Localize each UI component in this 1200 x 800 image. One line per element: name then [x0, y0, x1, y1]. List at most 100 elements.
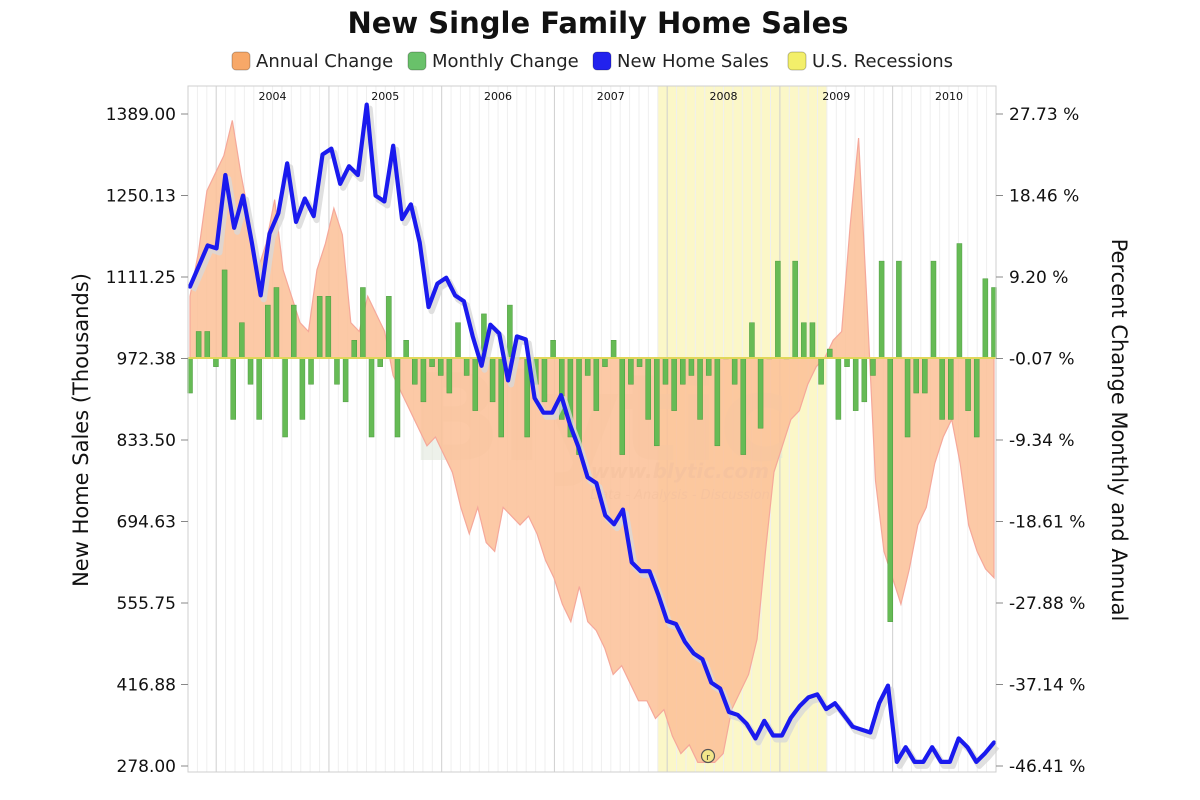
left-tick-label: 1389.00: [106, 105, 176, 125]
monthly-change-bar: [939, 357, 945, 420]
monthly-change-bar: [922, 357, 928, 394]
monthly-change-bar: [654, 357, 660, 447]
year-label: 2007: [597, 90, 625, 103]
monthly-change-bar: [714, 357, 721, 447]
monthly-change-bar: [498, 357, 504, 438]
monthly-change-bar: [446, 357, 453, 394]
legend-swatch: [787, 51, 807, 71]
left-tick-label: 278.00: [117, 757, 176, 777]
right-tick-label: 18.46 %: [1009, 187, 1079, 207]
monthly-change-bar: [636, 357, 643, 367]
left-tick-label: 1250.13: [106, 187, 176, 207]
monthly-change-bar: [584, 357, 591, 376]
monthly-change-bar: [472, 357, 479, 411]
left-tick-label: 694.63: [117, 513, 176, 533]
monthly-change-bar: [195, 331, 202, 359]
right-tick-label: -18.61 %: [1009, 513, 1085, 533]
left-tick-label: 833.50: [117, 431, 176, 451]
legend: Annual Change Monthly Change New Home Sale…: [231, 51, 953, 72]
monthly-change-bar: [645, 357, 651, 420]
right-tick-label: -27.88 %: [1009, 594, 1085, 614]
monthly-change-bar: [844, 357, 850, 367]
monthly-change-bar: [455, 322, 461, 359]
right-tick-label: -37.14 %: [1009, 676, 1085, 696]
monthly-change-bar: [325, 296, 332, 359]
monthly-change-bar: [351, 340, 358, 359]
legend-label: Monthly Change: [432, 51, 579, 72]
legend-item: Monthly Change: [407, 51, 579, 72]
monthly-change-bar: [221, 269, 228, 359]
monthly-change-bar: [360, 287, 366, 359]
right-tick-label: -9.34 %: [1009, 431, 1075, 451]
monthly-change-bar: [956, 243, 963, 359]
legend-label: Annual Change: [256, 51, 393, 72]
chart-title: New Single Family Home Sales: [347, 6, 848, 40]
monthly-change-bar: [265, 304, 271, 359]
monthly-change-bar: [204, 331, 211, 359]
legend-swatch: [407, 51, 427, 71]
monthly-change-bar: [290, 304, 297, 359]
monthly-change-bar: [308, 357, 314, 385]
annual-change-area-path: [189, 120, 995, 763]
monthly-change-bar: [403, 340, 409, 359]
left-axis-title: New Home Sales (Thousands): [69, 273, 93, 587]
monthly-change-bar: [930, 260, 937, 359]
right-tick-label: 27.73 %: [1009, 105, 1079, 125]
monthly-change-bar: [593, 357, 600, 411]
monthly-change-bar: [852, 357, 859, 411]
monthly-change-bar: [904, 357, 911, 438]
right-tick-label: -46.41 %: [1009, 757, 1085, 777]
monthly-change-bar: [386, 296, 392, 359]
left-tick-label: 416.88: [117, 676, 176, 696]
monthly-change-bar: [705, 357, 712, 376]
monthly-change-bar: [948, 357, 954, 420]
monthly-change-bar: [368, 357, 375, 438]
year-label: 2010: [935, 90, 963, 103]
info-marker-icon: r: [700, 748, 716, 764]
monthly-change-bar: [299, 357, 306, 420]
monthly-change-bar: [826, 348, 833, 359]
monthly-change-bar: [671, 357, 677, 411]
right-axis-ticks: 27.73 % 18.46 % 9.20 % -0.07 % -9.34 % -18.61…: [996, 105, 1085, 777]
monthly-change-bar: [697, 357, 703, 420]
monthly-change-bar: [870, 357, 876, 376]
annual-change-area: [189, 120, 995, 763]
monthly-change-bar: [809, 322, 816, 359]
legend-item: Annual Change: [231, 51, 393, 72]
monthly-change-bar: [489, 357, 496, 403]
monthly-change-bar: [818, 357, 824, 385]
year-label: 2004: [259, 90, 287, 103]
monthly-change-bar: [792, 260, 798, 359]
year-label: 2009: [822, 90, 850, 103]
monthly-change-bar: [334, 357, 340, 385]
monthly-change-bar: [541, 357, 548, 403]
monthly-change-bar: [757, 357, 764, 429]
sales-line: [187, 102, 997, 764]
monthly-change-bar: [731, 357, 738, 385]
monthly-change-bar: [316, 296, 323, 359]
legend-swatch: [592, 51, 612, 71]
right-tick-label: 9.20 %: [1009, 268, 1068, 288]
legend-item: New Home Sales: [592, 51, 769, 72]
legend-label: U.S. Recessions: [812, 51, 953, 72]
plot-border: [187, 85, 997, 773]
monthly-change-bar: [282, 357, 288, 438]
monthly-change-bar: [239, 322, 245, 359]
year-label: 2005: [371, 90, 399, 103]
monthly-change-bar: [973, 357, 980, 438]
monthly-change-bar: [965, 357, 971, 411]
monthly-change-bar: [861, 357, 868, 403]
monthly-change-bar: [896, 260, 902, 359]
monthly-change-bar: [507, 304, 513, 359]
monthly-change-bar: [628, 357, 634, 385]
monthly-change-bar: [688, 357, 695, 376]
year-label: 2006: [484, 90, 512, 103]
plot-area: Blytic www.blytic.com Data - Analysis - …: [187, 85, 1000, 773]
right-axis-title: Percent Change Monthly and Annual: [1107, 239, 1131, 622]
monthly-change-bar: [887, 357, 894, 622]
monthly-change-bar: [342, 357, 349, 403]
monthly-change-bar: [213, 357, 219, 367]
monthly-change-bar: [878, 260, 885, 359]
monthly-change-bar: [256, 357, 262, 420]
